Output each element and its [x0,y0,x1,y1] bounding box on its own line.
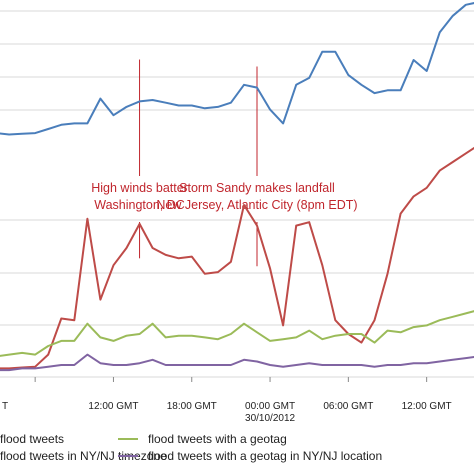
x-tick-label: 00:00 GMT [245,401,295,412]
x-tick-label: 06:00 GMT [323,401,373,412]
legend: flood tweets flood tweets with a geotag fl… [0,432,382,463]
gridlines [0,10,474,378]
x-tick-label: 18:00 GMT [167,401,217,412]
series-line-4 [0,353,474,372]
series-line-3 [0,310,474,357]
legend-label: flood tweets with a geotag [148,432,287,446]
series-line-1 [0,2,474,136]
annotation-text: New Jersey, Atlantic City (8pm EDT) [156,198,357,212]
series-line-2 [0,146,474,370]
series-lines [0,2,474,372]
x-tick-label: 12:00 GMT [402,401,452,412]
x-tick-date-label: 30/10/2012 [245,413,295,424]
x-tick-label-cropped: T [2,401,8,412]
event-annotations: High winds batter Washington, DC Storm San… [91,59,358,267]
legend-label: flood tweets [0,432,64,446]
annotation-text: Washington, DC [94,198,185,212]
x-tick-label: 12:00 GMT [88,401,138,412]
annotation-text: Storm Sandy makes landfall [179,181,335,195]
legend-label: flood tweets with a geotag in NY/NJ loca… [148,449,382,463]
annotation-text: High winds batter [91,181,188,195]
legend-label: flood tweets in NY/NJ timezone [0,449,167,463]
